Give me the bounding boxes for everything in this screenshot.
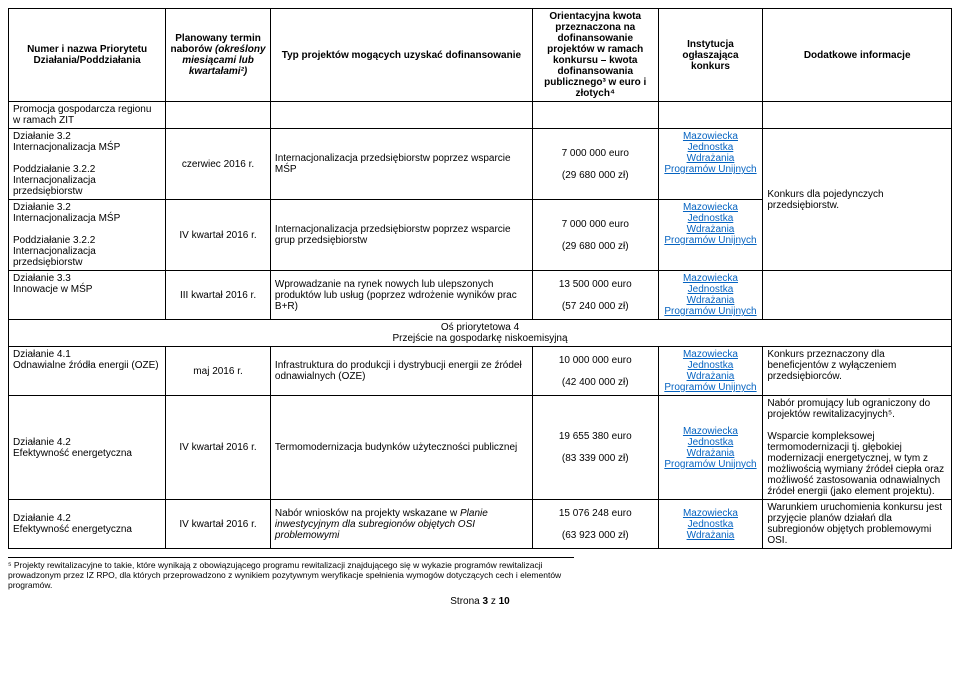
r5-inst: Mazowiecka Jednostka Wdrażania Programów… (658, 396, 763, 500)
r1-type: Internacjonalizacja przedsiębiorstw popr… (270, 129, 532, 200)
section-os4: Oś priorytetowa 4 Przejście na gospodark… (9, 320, 952, 347)
r3-euro: 13 500 000 euro (57 240 000 zł) (532, 271, 658, 320)
header-row: Numer i nazwa Priorytetu Działania/Poddz… (9, 9, 952, 102)
funding-table: Numer i nazwa Priorytetu Działania/Poddz… (8, 8, 952, 549)
r6-euro: 15 076 248 euro (63 923 000 zł) (532, 500, 658, 549)
section-title: Oś priorytetowa 4 Przejście na gospodark… (9, 320, 952, 347)
promo-name: Promocja gospodarcza regionu w ramach ZI… (9, 102, 166, 129)
r1-euro: 7 000 000 euro (29 680 000 zł) (532, 129, 658, 200)
h-priority: Numer i nazwa Priorytetu Działania/Poddz… (9, 9, 166, 102)
r4-type: Infrastruktura do produkcji i dystrybucj… (270, 347, 532, 396)
row-4-2-b: Działanie 4.2 Efektywność energetyczna I… (9, 500, 952, 549)
r3-term: III kwartał 2016 r. (166, 271, 271, 320)
r2-inst: Mazowiecka Jednostka Wdrażania Programów… (658, 200, 763, 271)
r2-term: IV kwartał 2016 r. (166, 200, 271, 271)
r2-name: Działanie 3.2 Internacjonalizacja MŚP Po… (9, 200, 166, 271)
r4-info: Konkurs przeznaczony dla beneficjentów z… (763, 347, 952, 396)
r3-inst: Mazowiecka Jednostka Wdrażania Programów… (658, 271, 763, 320)
h-amount: Orientacyjna kwota przeznaczona na dofin… (532, 9, 658, 102)
row-4-1: Działanie 4.1 Odnawialne źródła energii … (9, 347, 952, 396)
footnote-5: ⁵ Projekty rewitalizacyjne to takie, któ… (8, 557, 574, 590)
r4-name: Działanie 4.1 Odnawialne źródła energii … (9, 347, 166, 396)
r2-euro: 7 000 000 euro (29 680 000 zł) (532, 200, 658, 271)
r1-name: Działanie 3.2 Internacjonalizacja MŚP Po… (9, 129, 166, 200)
r4-term: maj 2016 r. (166, 347, 271, 396)
h-info: Dodatkowe informacje (763, 9, 952, 102)
r6-info: Warunkiem uruchomienia konkursu jest prz… (763, 500, 952, 549)
r6-name: Działanie 4.2 Efektywność energetyczna (9, 500, 166, 549)
page-number: Strona 3 z 10 (8, 596, 952, 607)
r3-type: Wprowadzanie na rynek nowych lub ulepszo… (270, 271, 532, 320)
r5-name: Działanie 4.2 Efektywność energetyczna (9, 396, 166, 500)
r4-inst: Mazowiecka Jednostka Wdrażania Programów… (658, 347, 763, 396)
row-3-2-a: Działanie 3.2 Internacjonalizacja MŚP Po… (9, 129, 952, 200)
h-term: Planowany termin naborów (określony mies… (166, 9, 271, 102)
row-3-3: Działanie 3.3 Innowacje w MŚP III kwarta… (9, 271, 952, 320)
r5-type: Termomodernizacja budynków użyteczności … (270, 396, 532, 500)
r5-term: IV kwartał 2016 r. (166, 396, 271, 500)
h-type: Typ projektów mogących uzyskać dofinanso… (270, 9, 532, 102)
r6-inst: Mazowiecka Jednostka Wdrażania (658, 500, 763, 549)
h-inst: Instytucja ogłaszająca konkurs (658, 9, 763, 102)
r3-name: Działanie 3.3 Innowacje w MŚP (9, 271, 166, 320)
r4-euro: 10 000 000 euro (42 400 000 zł) (532, 347, 658, 396)
r5-info: Nabór promujący lub ograniczony do proje… (763, 396, 952, 500)
r12-info: Konkurs dla pojedynczych przedsiębiorstw… (763, 129, 952, 271)
row-4-2-a: Działanie 4.2 Efektywność energetyczna I… (9, 396, 952, 500)
r2-type: Internacjonalizacja przedsiębiorstw popr… (270, 200, 532, 271)
r1-inst: Mazowiecka Jednostka Wdrażania Programów… (658, 129, 763, 200)
r1-term: czerwiec 2016 r. (166, 129, 271, 200)
r6-type: Nabór wniosków na projekty wskazane w Pl… (270, 500, 532, 549)
row-promo: Promocja gospodarcza regionu w ramach ZI… (9, 102, 952, 129)
r6-term: IV kwartał 2016 r. (166, 500, 271, 549)
r5-euro: 19 655 380 euro (83 339 000 zł) (532, 396, 658, 500)
